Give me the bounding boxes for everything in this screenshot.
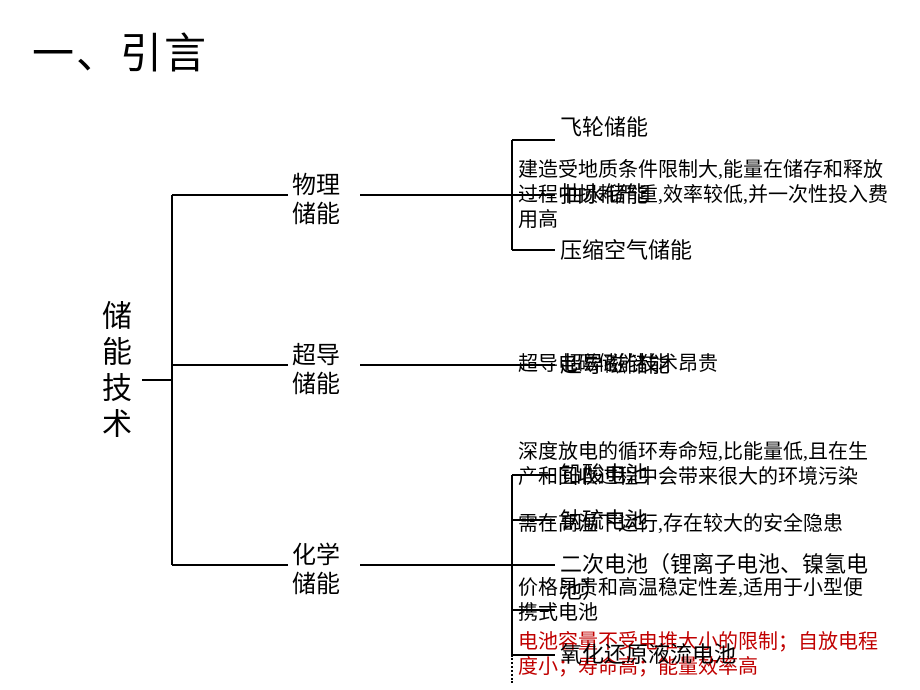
cat-chemical: 化学储能: [292, 542, 362, 600]
leaf-lead: 铅酸电池: [560, 462, 648, 488]
root-node: 储能技术: [95, 300, 131, 444]
dotted-continuation: [511, 655, 513, 683]
leaf-secondary: 二次电池（锂离子电池、镍氢电池）: [560, 552, 880, 605]
cat-physical: 物理储能: [292, 172, 362, 230]
leaf-redox: 氧化还原液流电池: [560, 642, 736, 668]
leaf-air: 压缩空气储能: [560, 238, 692, 264]
leaf-nas: 钠硫电池: [560, 508, 648, 534]
leaf-flywheel: 飞轮储能: [560, 115, 670, 141]
leaf-pumped: 抽水储能: [560, 182, 670, 208]
desc-super: 超导电磁储能技术昂贵: [518, 352, 878, 377]
cat-super: 超导储能: [292, 342, 362, 400]
